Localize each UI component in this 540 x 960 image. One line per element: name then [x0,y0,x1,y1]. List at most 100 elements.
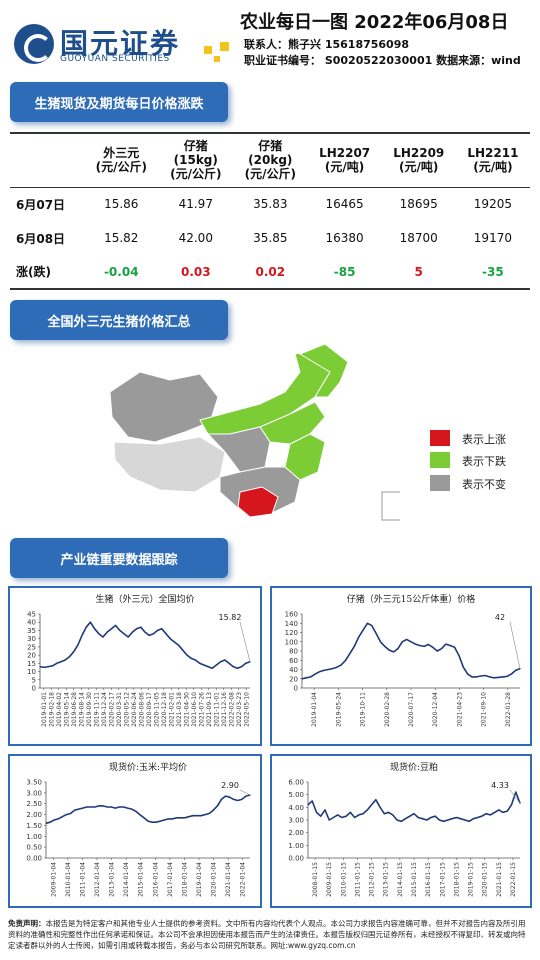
y-tick-label: 20 [289,675,298,683]
x-tick-label: 2019-01-01 [41,692,48,727]
y-tick-label: 1.00 [26,833,42,841]
latest-value-label: 15.82 [219,613,242,622]
x-tick-label: 2017-01-15 [439,862,446,897]
data-point [86,806,88,808]
data-point [47,666,50,668]
disclaimer-label: 免责声明： [8,919,46,928]
y-tick-label: 6.00 [288,779,304,787]
data-point [366,622,368,624]
data-point [345,815,347,817]
data-point [229,796,231,798]
table-cell: 42.00 [178,231,213,245]
data-point [228,662,230,664]
data-point [171,818,174,820]
data-point [497,676,499,678]
x-tick-label: 2021-06-10 [191,692,198,727]
change-cell: -85 [307,255,382,290]
y-tick-label: 0.00 [288,855,304,863]
data-point [180,817,182,819]
x-tick-label: 2013-01-15 [383,862,390,897]
data-point [400,820,402,822]
decor-square-icon [220,42,229,51]
data-point [203,664,205,666]
data-point [200,815,202,817]
x-tick-label: 2021-01-15 [496,862,503,897]
y-tick-label: 60 [289,657,298,665]
data-point [421,818,424,820]
x-tick-label: 2021-02-01 [168,692,175,727]
data-point [318,671,321,673]
data-point [163,819,165,821]
x-tick-label: 2017-01-04 [167,862,174,897]
data-point [73,809,76,811]
x-tick-label: 2020-02-17 [108,692,115,727]
chart-panel-piglet-price: 仔猪（外三元15公斤体重）价格 0 20 40 60 80 100 120 140 160 2019… [270,586,532,746]
data-point [110,628,112,630]
column-header: LH2209 (元/吨) [381,132,456,188]
y-tick-label: 15 [27,660,36,668]
x-tick-label: 2019-06-28 [71,692,78,727]
data-point [94,628,96,630]
table-cell: 16380 [325,231,364,245]
data-point [475,676,477,678]
y-tick-label: 160 [285,611,298,619]
data-point [458,655,460,657]
y-tick-label: 3.00 [26,789,42,797]
chart-title: 仔猪（外三元15公斤体重）价格 [347,593,475,605]
x-tick-label: 2019-01-04 [311,692,318,727]
y-tick-label: 80 [289,648,298,656]
data-point [396,819,398,821]
data-point [515,791,517,793]
x-tick-label: 2010-01-04 [65,862,72,897]
data-point [147,820,149,822]
chart-title: 生猪（外三元）全国均价 [95,593,194,605]
x-tick-label: 2019-05-14 [63,692,70,727]
y-tick-label: 40 [27,619,36,627]
data-point [78,808,80,810]
company-logo: 国元证券 GUOYUAN SECURITIES [14,20,229,68]
data-point [468,820,470,822]
data-point [69,812,72,815]
data-point [379,641,382,643]
data-point [178,644,180,646]
data-point [98,633,100,635]
data-point [502,811,504,813]
x-tick-label: 2022-05-10 [243,692,250,727]
data-point [236,667,238,669]
decor-square-icon [204,46,212,54]
x-tick-label: 2019-02-18 [48,692,55,727]
data-point [152,633,154,635]
data-point [477,816,479,819]
data-point [409,815,411,817]
x-tick-label: 2021-11-01 [213,692,220,727]
data-point [68,656,70,658]
data-point [434,815,436,817]
data-point [233,798,235,800]
data-point [82,807,84,809]
x-tick-label: 2011-01-04 [79,862,86,897]
x-tick-label: 2021-12-16 [221,692,228,727]
data-point [410,641,412,643]
x-tick-label: 2015-01-04 [138,862,145,897]
x-tick-label: 2022-02-08 [228,692,235,727]
data-point [52,665,54,667]
data-point [192,815,194,817]
license-line: 职业证书编号： S0020522030001 数据来源：wind [244,54,521,67]
logo-chinese-name: 国元证券 [60,27,181,60]
data-point [375,632,377,635]
table-cell: 18695 [399,197,438,212]
logo-emblem-icon [14,24,54,64]
annotation-leader [509,621,521,669]
x-tick-label: 2019-05-24 [335,692,342,727]
y-tick-label: 0 [32,685,36,693]
x-tick-label: 2019-11-11 [93,692,100,727]
data-point [506,810,508,812]
data-point [384,645,386,647]
data-point [157,629,159,632]
change-cell: 0.03 [158,255,234,290]
data-point [464,819,466,821]
data-point [106,631,108,633]
data-point [119,629,121,632]
data-point [212,809,214,811]
data-point [102,805,104,807]
